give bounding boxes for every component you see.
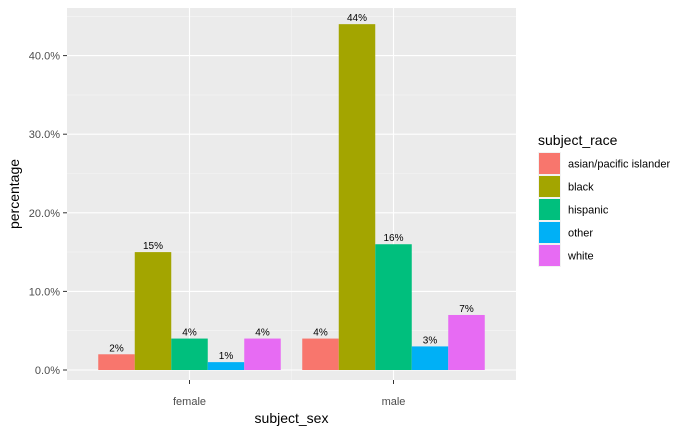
bar-value-label: 4% — [182, 328, 197, 339]
legend-key-swatch — [539, 245, 560, 266]
bar-value-label: 4% — [313, 328, 328, 339]
bar-value-label: 7% — [459, 304, 474, 315]
legend-label: white — [567, 251, 594, 263]
x-tick-label: female — [173, 396, 206, 408]
bar — [302, 338, 339, 370]
bar — [134, 252, 172, 370]
y-axis-title: percentage — [6, 159, 22, 229]
bar-value-label: 1% — [219, 351, 234, 362]
bar — [98, 354, 135, 370]
y-tick-label: 30.0% — [29, 129, 60, 141]
bar — [375, 244, 412, 370]
legend-key-swatch — [539, 153, 560, 174]
bar — [244, 338, 281, 370]
bar — [171, 338, 208, 370]
bars-group — [98, 24, 485, 370]
bar-value-label: 3% — [423, 335, 438, 346]
y-tick-label: 40.0% — [29, 51, 60, 63]
y-tick-label: 0.0% — [35, 365, 60, 377]
bar — [207, 362, 245, 370]
legend-title: subject_race — [538, 132, 618, 148]
bar-value-label: 2% — [109, 343, 124, 354]
bar — [411, 346, 449, 370]
bar-labels-group: 2% 15% 4% 1% 4% 4% 44% 16% 3% 7% — [109, 13, 474, 362]
y-tick-label: 20.0% — [29, 208, 60, 220]
bar — [338, 24, 376, 370]
legend-label: asian/pacific islander — [568, 159, 670, 171]
legend-key-swatch — [539, 222, 560, 243]
x-axis: female male — [173, 380, 405, 408]
legend-key-swatch — [539, 176, 560, 197]
legend-key-swatch — [539, 199, 560, 220]
y-tick-label: 10.0% — [29, 286, 60, 298]
legend-label: black — [568, 182, 594, 194]
bar-value-label: 44% — [347, 13, 367, 24]
bar-value-label: 4% — [255, 328, 270, 339]
x-axis-title: subject_sex — [255, 410, 329, 426]
bar — [448, 314, 485, 370]
bar-value-label: 15% — [143, 241, 163, 252]
legend-label: other — [568, 228, 593, 240]
legend-label: hispanic — [568, 205, 609, 217]
x-tick-label: male — [382, 396, 406, 408]
y-axis: 0.0% 10.0% 20.0% 30.0% 40.0% — [29, 51, 67, 377]
legend: subject_race asian/pacific islander black… — [538, 132, 670, 267]
bar-value-label: 16% — [383, 233, 403, 244]
